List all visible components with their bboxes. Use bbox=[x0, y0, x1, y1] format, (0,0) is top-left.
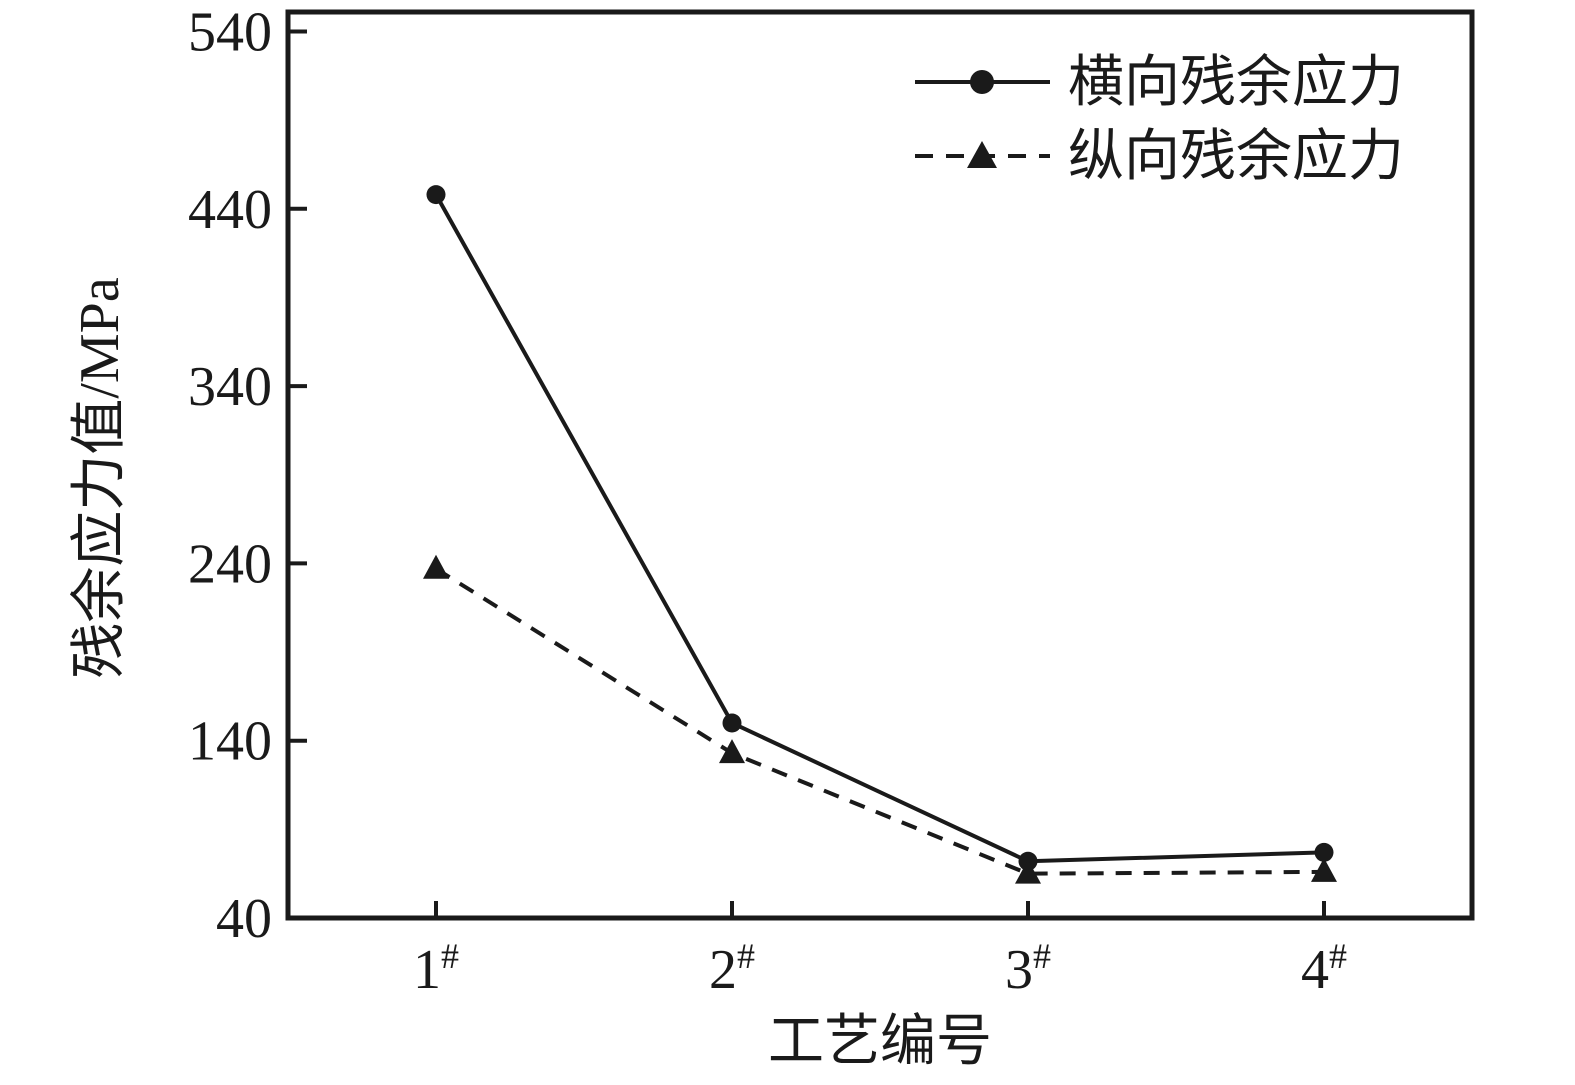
series-line-dashed bbox=[434, 567, 1325, 876]
y-tick-label: 340 bbox=[188, 356, 272, 418]
legend: 横向残余应力 纵向残余应力 bbox=[915, 52, 1404, 188]
series-line-solid bbox=[434, 193, 1325, 864]
x-tick-label: 2# bbox=[709, 936, 755, 1001]
y-axis-title: 残余应力值/MPa bbox=[69, 277, 131, 678]
circle-marker-icon bbox=[426, 185, 446, 205]
x-axis-title: 工艺编号 bbox=[768, 1011, 992, 1073]
y-tick-label: 540 bbox=[188, 2, 272, 64]
y-tick-label: 440 bbox=[188, 179, 272, 241]
y-tick-label: 240 bbox=[188, 533, 272, 595]
x-tick-label: 3# bbox=[1005, 936, 1051, 1001]
triangle-marker-icon bbox=[423, 554, 449, 579]
triangle-marker-icon bbox=[1015, 859, 1041, 884]
y-tick-label: 140 bbox=[188, 711, 272, 773]
circle-marker-icon bbox=[1314, 842, 1334, 862]
y-tick-label: 40 bbox=[216, 888, 272, 950]
legend-triangle-marker-icon bbox=[967, 141, 997, 168]
circle-marker-icon bbox=[722, 713, 742, 733]
legend-label-longitudinal: 纵向残余应力 bbox=[1068, 126, 1404, 188]
triangle-marker-icon bbox=[1311, 857, 1337, 882]
plot-area: 40 140 240 340 440 540 1# 2# 3# 4# bbox=[188, 2, 1475, 1001]
x-tick-label: 4# bbox=[1301, 936, 1347, 1001]
legend-label-transverse: 横向残余应力 bbox=[1068, 52, 1404, 114]
triangle-marker-icon bbox=[719, 739, 745, 764]
x-tick-label: 1# bbox=[413, 936, 459, 1001]
legend-circle-marker-icon bbox=[970, 70, 994, 94]
plot-frame bbox=[285, 9, 1475, 921]
